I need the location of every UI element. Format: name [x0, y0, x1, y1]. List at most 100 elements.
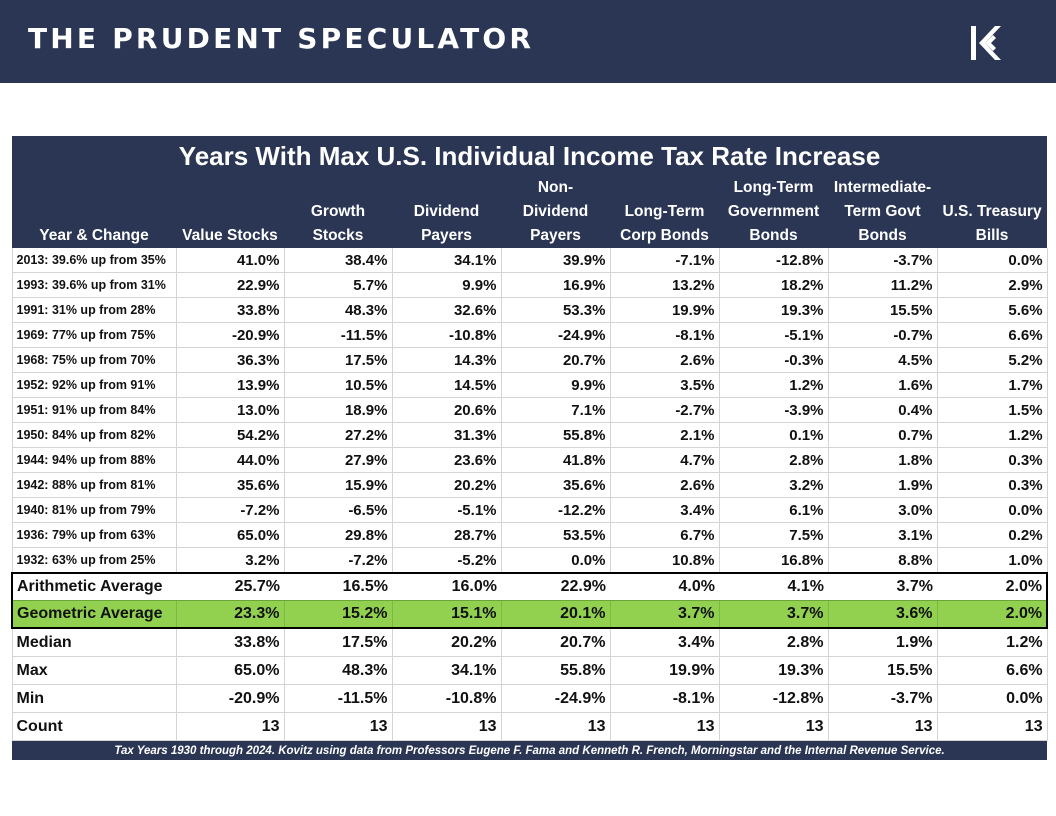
column-header: Value Stocks [176, 176, 284, 248]
value-cell: 14.5% [392, 372, 502, 398]
value-cell: 4.7% [610, 447, 720, 473]
table-body: 2013: 39.6% up from 35% 41.0% 38.4% 34.1% 39… [11, 248, 1049, 760]
value-cell: 20.7% [501, 628, 611, 657]
value-cell: 32.6% [392, 297, 502, 323]
value-cell: 5.2% [937, 347, 1048, 373]
value-cell: 53.5% [501, 522, 611, 548]
value-cell: 54.2% [176, 422, 285, 448]
row-label: Median [11, 628, 177, 657]
value-cell: 13.9% [176, 372, 285, 398]
k-arrow-logo-icon [971, 26, 1001, 60]
value-cell: -8.1% [610, 322, 720, 348]
value-cell: 3.6% [827, 600, 937, 629]
value-cell: 3.1% [828, 522, 938, 548]
value-cell: 38.4% [284, 248, 393, 273]
value-cell: -12.2% [501, 497, 611, 523]
value-cell: -3.7% [828, 248, 938, 273]
column-header-line: Stocks [312, 227, 364, 244]
value-cell: 19.9% [610, 297, 720, 323]
value-cell: 44.0% [176, 447, 285, 473]
column-header-line: Growth [310, 203, 366, 220]
column-header-line: Long-Term [733, 179, 814, 196]
stat-row: Median 33.8% 17.5% 20.2% 20.7% 3.4% 2.8% 1.9% 1.… [11, 628, 1048, 657]
value-cell: 28.7% [392, 522, 502, 548]
value-cell: 1.2% [937, 628, 1048, 657]
value-cell: 16.5% [284, 572, 392, 601]
value-cell: 3.7% [718, 600, 828, 629]
value-cell: 8.8% [828, 547, 938, 574]
value-cell: 18.2% [719, 272, 829, 298]
value-cell: -3.9% [719, 397, 829, 423]
column-header-row: Year & Change Value Stocks Growth Stocks Div… [12, 176, 1048, 248]
row-label: Arithmetic Average [11, 572, 176, 601]
value-cell: 10.8% [610, 547, 720, 574]
value-cell: 3.5% [610, 372, 720, 398]
value-cell: 6.6% [937, 656, 1048, 685]
value-cell: -8.1% [610, 684, 720, 713]
column-header-line: Year & Change [39, 227, 149, 244]
value-cell: 23.3% [175, 600, 284, 629]
year-row: 1952: 92% up from 91% 13.9% 10.5% 14.5% 9.9%… [11, 372, 1048, 398]
row-label: 1936: 79% up from 63% [11, 522, 177, 548]
column-header: Non- Dividend Payers [501, 176, 610, 248]
year-row: 1993: 39.6% up from 31% 22.9% 5.7% 9.9% 16.9… [11, 272, 1048, 298]
value-cell: -12.8% [719, 684, 829, 713]
column-header: Growth Stocks [284, 176, 392, 248]
value-cell: 5.7% [284, 272, 393, 298]
value-cell: 0.7% [828, 422, 938, 448]
row-label: 1940: 81% up from 79% [11, 497, 177, 523]
value-cell: -20.9% [176, 322, 285, 348]
value-cell: 16.9% [501, 272, 611, 298]
value-cell: 1.9% [828, 628, 938, 657]
value-cell: 34.1% [392, 656, 502, 685]
value-cell: 19.9% [610, 656, 720, 685]
value-cell: 0.0% [937, 248, 1048, 273]
column-header-line: Payers [421, 227, 472, 244]
value-cell: 13 [392, 712, 502, 741]
value-cell: 31.3% [392, 422, 502, 448]
value-cell: 1.0% [937, 547, 1048, 574]
year-row: 1951: 91% up from 84% 13.0% 18.9% 20.6% 7.1%… [11, 397, 1048, 423]
value-cell: -3.7% [828, 684, 938, 713]
column-header: U.S. Treasury Bills [937, 176, 1048, 248]
value-cell: -11.5% [284, 684, 393, 713]
column-header-line: Non- [537, 179, 574, 196]
value-cell: 41.8% [501, 447, 611, 473]
value-cell: 6.7% [610, 522, 720, 548]
table-title: Years With Max U.S. Individual Income Ta… [12, 136, 1048, 176]
value-cell: 22.9% [176, 272, 285, 298]
value-cell: 13 [284, 712, 393, 741]
year-row: 1932: 63% up from 25% 3.2% -7.2% -5.2% 0.0% 1… [11, 547, 1048, 574]
value-cell: -20.9% [176, 684, 285, 713]
footnote-row: Tax Years 1930 through 2024. Kovitz usin… [12, 740, 1048, 760]
value-cell: 20.6% [392, 397, 502, 423]
row-label: 1951: 91% up from 84% [11, 397, 177, 423]
value-cell: 3.2% [176, 547, 285, 574]
value-cell: -5.1% [392, 497, 502, 523]
value-cell: 0.1% [719, 422, 829, 448]
value-cell: 13.0% [176, 397, 285, 423]
value-cell: 19.3% [719, 656, 829, 685]
value-cell: 35.6% [501, 472, 611, 498]
value-cell: 33.8% [176, 628, 285, 657]
value-cell: 1.2% [937, 422, 1048, 448]
value-cell: 0.0% [501, 547, 611, 574]
row-label: 1969: 77% up from 75% [11, 322, 177, 348]
column-header: Long-Term Corp Bonds [610, 176, 719, 248]
value-cell: 0.0% [937, 497, 1048, 523]
geometric-average-row: Geometric Average 23.3% 15.2% 15.1% 20.1% 3.7… [11, 600, 1049, 629]
value-cell: -24.9% [501, 322, 611, 348]
stat-row: Min -20.9% -11.5% -10.8% -24.9% -8.1% -12.8% -3… [11, 684, 1048, 713]
value-cell: -11.5% [284, 322, 393, 348]
value-cell: 13 [610, 712, 720, 741]
column-header-line: Long-Term [624, 203, 705, 220]
value-cell: 2.0% [937, 572, 1049, 601]
row-label: 1950: 84% up from 82% [11, 422, 177, 448]
value-cell: -7.1% [610, 248, 720, 273]
value-cell: 20.2% [392, 628, 502, 657]
row-label: 1942: 88% up from 81% [11, 472, 177, 498]
value-cell: 18.9% [284, 397, 393, 423]
year-row: 1950: 84% up from 82% 54.2% 27.2% 31.3% 55.8… [11, 422, 1048, 448]
row-label: Min [11, 684, 177, 713]
column-header-line: Bonds [858, 227, 907, 244]
